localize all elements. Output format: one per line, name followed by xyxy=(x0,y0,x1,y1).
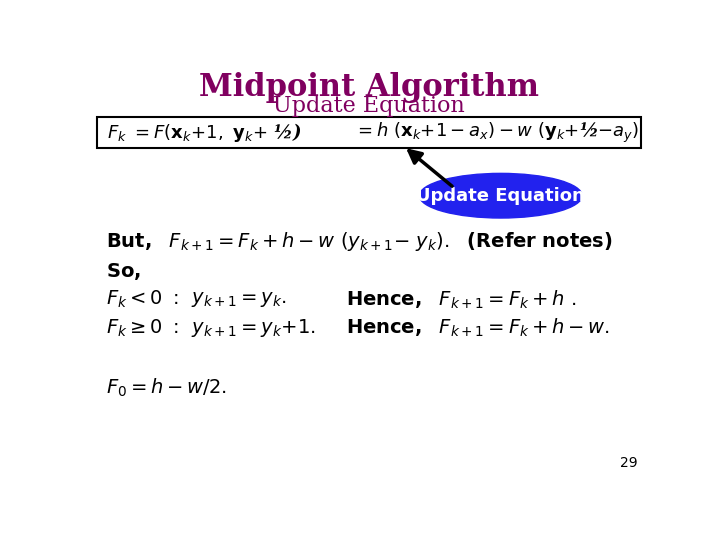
Text: $\mathbf{So,}$: $\mathbf{So,}$ xyxy=(106,261,140,282)
Text: $F_k < 0\ :$: $F_k < 0\ :$ xyxy=(106,289,178,310)
Text: $= h\ ($$\mathbf{x}_k$$+1 - a_x) - w\ ($$\mathbf{y}_k$$+$½$ - a_y)$: $= h\ ($$\mathbf{x}_k$$+1 - a_x) - w\ ($… xyxy=(354,120,639,145)
Text: $F_k \geq 0\ :$: $F_k \geq 0\ :$ xyxy=(106,318,178,339)
Text: Update Equation: Update Equation xyxy=(416,187,585,205)
Text: $F_0 = h - w/2.$: $F_0 = h - w/2.$ xyxy=(106,377,227,400)
Text: 29: 29 xyxy=(619,456,637,470)
Text: $y_{k+1} = y_k{+}1.$: $y_{k+1} = y_k{+}1.$ xyxy=(191,317,315,339)
Text: Update Equation: Update Equation xyxy=(273,94,465,117)
Ellipse shape xyxy=(419,173,582,218)
Text: $F_k$ $= F($$\mathbf{x}_k$$+1,$ $\mathbf{y}_k$$+$ ½): $F_k$ $= F($$\mathbf{x}_k$$+1,$ $\mathbf… xyxy=(107,121,302,144)
Text: $\mathbf{Hence,}$  $F_{k+1} = F_k + h\ .$: $\mathbf{Hence,}$ $F_{k+1} = F_k + h\ .$ xyxy=(346,288,576,311)
Text: $\mathbf{Hence,}$  $F_{k+1} = F_k + h - w.$: $\mathbf{Hence,}$ $F_{k+1} = F_k + h - w… xyxy=(346,317,610,339)
Text: Midpoint Algorithm: Midpoint Algorithm xyxy=(199,72,539,103)
Text: $\mathbf{But,}$  $F_{k+1} = F_k + h - w\ (y_{k+1}{-}\ y_k).$  $\mathbf{(Refer\ n: $\mathbf{But,}$ $F_{k+1} = F_k + h - w\ … xyxy=(106,231,612,253)
FancyBboxPatch shape xyxy=(97,117,641,148)
Text: $y_{k+1} = y_k.$: $y_{k+1} = y_k.$ xyxy=(191,290,287,309)
